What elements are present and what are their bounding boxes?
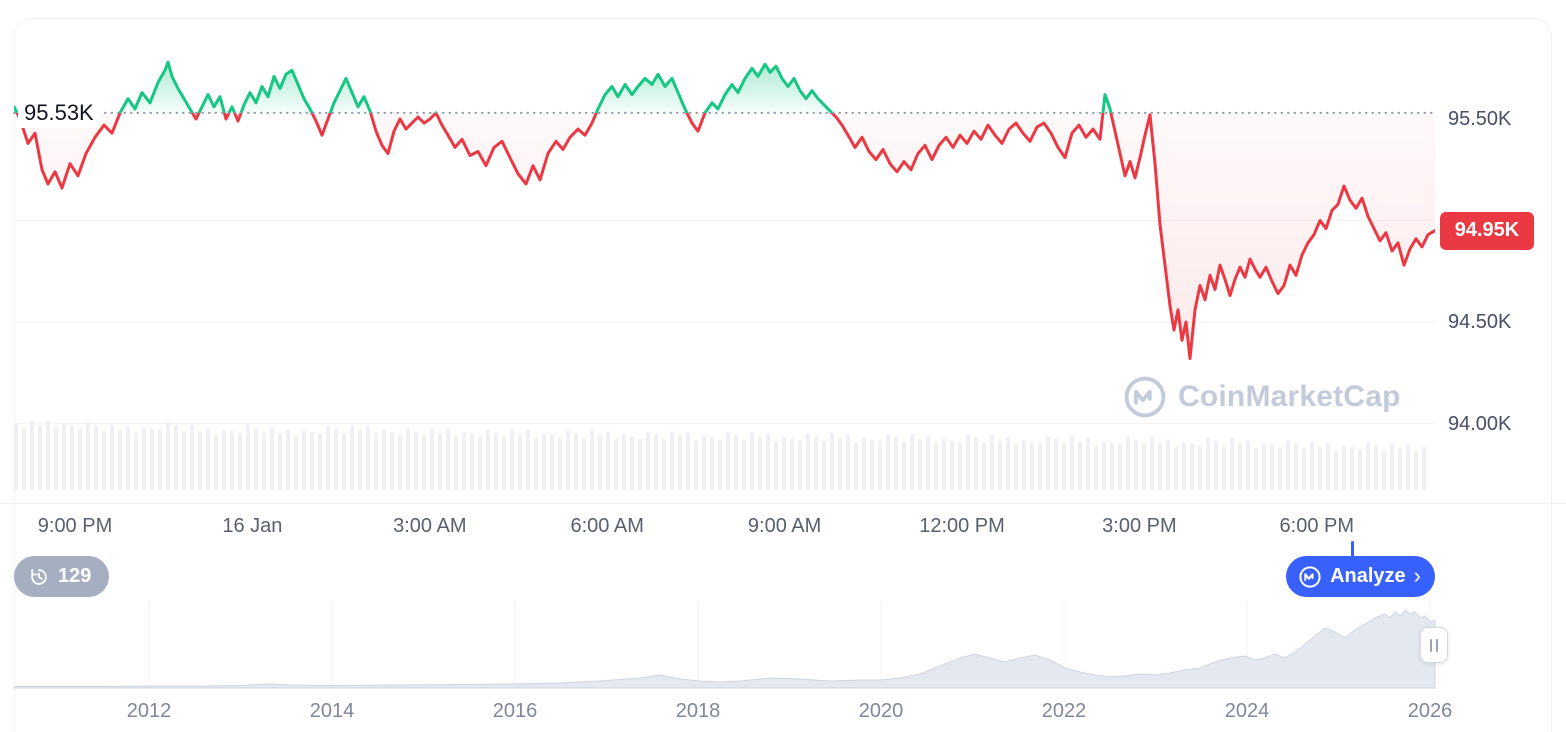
price-chart[interactable]	[0, 0, 1566, 505]
y-axis-label: 95.50K	[1448, 108, 1512, 130]
analyze-label: Analyze	[1330, 565, 1406, 587]
time-axis-label: 12:00 PM	[919, 515, 1005, 537]
history-count-badge[interactable]: 129	[14, 556, 110, 597]
time-axis-label: 3:00 PM	[1102, 515, 1177, 537]
time-axis-label: 9:00 AM	[747, 515, 822, 537]
range-resize-handle[interactable]	[1420, 627, 1448, 663]
time-axis-label: 9:00 PM	[37, 515, 113, 537]
year-axis-label: 2022	[1041, 700, 1087, 722]
analyze-button[interactable]: Analyze ›	[1286, 556, 1435, 597]
current-price-badge: 94.95K	[1440, 211, 1534, 250]
current-price-value: 94.95K	[1454, 219, 1520, 242]
coinmarketcap-watermark: CoinMarketCap	[1122, 374, 1401, 420]
time-axis-label: 3:00 AM	[393, 515, 467, 537]
axis-divider	[0, 503, 1566, 504]
y-axis-label: 94.50K	[1448, 311, 1512, 333]
year-axis-label: 2016	[492, 700, 538, 722]
year-axis-label: 2020	[858, 700, 904, 722]
chevron-right-icon: ›	[1413, 562, 1421, 588]
range-selector-chart[interactable]	[0, 601, 1566, 689]
baseline-price-label: 95.53K	[18, 97, 100, 128]
year-axis-label: 2026	[1407, 700, 1453, 722]
year-axis-label: 2012	[126, 700, 172, 722]
current-time-tick	[1351, 541, 1354, 557]
watermark-text: CoinMarketCap	[1178, 380, 1401, 413]
history-clock-icon	[31, 568, 47, 585]
time-axis-label: 6:00 PM	[1279, 515, 1355, 537]
time-axis-label: 6:00 AM	[570, 515, 644, 537]
year-axis-label: 2024	[1224, 700, 1270, 722]
year-axis-label: 2018	[675, 700, 721, 722]
history-count: 129	[58, 565, 92, 587]
coinmarketcap-logo-icon	[1124, 376, 1166, 418]
coinmarketcap-logo-icon	[1299, 565, 1321, 588]
time-axis-label: 16 Jan	[222, 515, 283, 537]
year-axis-label: 2014	[309, 700, 355, 722]
y-axis-label: 94.00K	[1448, 412, 1512, 435]
volume-bars	[14, 420, 1426, 491]
